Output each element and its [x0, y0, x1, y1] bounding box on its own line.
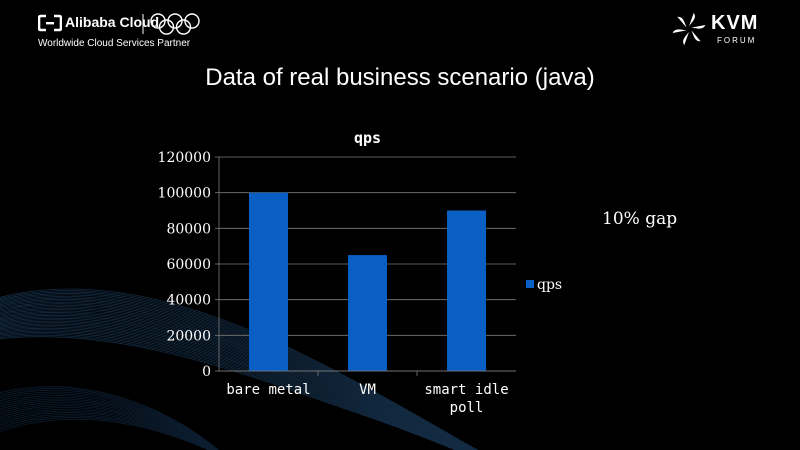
- y-tick-label: 20000: [166, 328, 211, 344]
- bar: [447, 210, 486, 371]
- kvm-forum-star-icon: [672, 12, 706, 46]
- slide-title: Data of real business scenario (java): [205, 64, 595, 91]
- bar: [249, 192, 288, 371]
- bar: [348, 255, 387, 371]
- x-tick-label: bare metal: [226, 382, 310, 398]
- x-tick-label: smart idle: [424, 382, 508, 398]
- alibaba-cloud-brand: Alibaba Cloud: [65, 14, 160, 30]
- kvm-forum-logo: KVM FORUM: [670, 10, 770, 52]
- partner-tagline: Worldwide Cloud Services Partner: [38, 38, 191, 49]
- y-tick-label: 80000: [166, 221, 211, 237]
- x-tick-label: poll: [450, 400, 484, 416]
- y-tick-label: 120000: [158, 150, 211, 166]
- y-tick-label: 100000: [158, 186, 211, 202]
- kvm-forum-subtitle: FORUM: [717, 36, 757, 45]
- alibaba-cloud-icon: [38, 14, 62, 32]
- y-tick-label: 40000: [166, 293, 211, 309]
- legend-swatch: [526, 280, 534, 288]
- y-tick-label: 0: [202, 364, 211, 380]
- kvm-forum-name: KVM: [711, 12, 759, 34]
- y-tick-label: 60000: [166, 257, 211, 273]
- legend-label: qps: [537, 277, 562, 293]
- x-tick-label: VM: [359, 382, 376, 398]
- gap-note: 10% gap: [602, 209, 678, 229]
- chart-title: qps: [354, 129, 381, 147]
- olympic-rings-icon: [142, 13, 200, 35]
